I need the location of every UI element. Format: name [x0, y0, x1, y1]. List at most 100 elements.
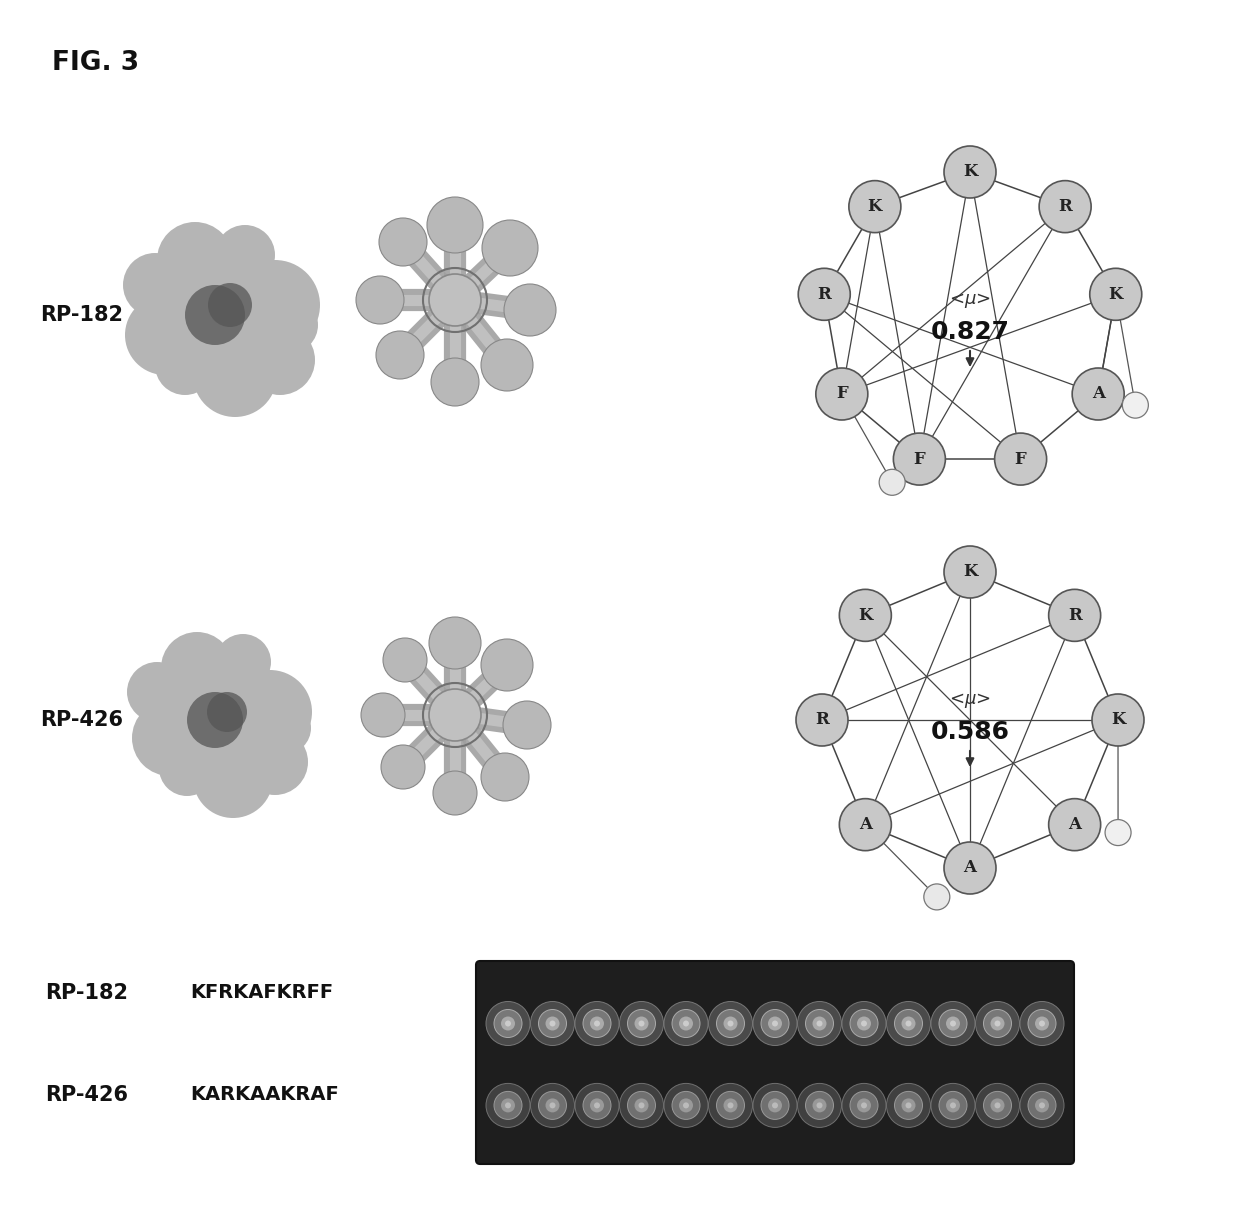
- Circle shape: [799, 268, 851, 320]
- Circle shape: [723, 1017, 738, 1030]
- Circle shape: [939, 1091, 967, 1120]
- Text: F: F: [1014, 451, 1027, 468]
- Circle shape: [505, 1020, 511, 1027]
- Circle shape: [427, 197, 484, 254]
- Circle shape: [849, 1091, 878, 1120]
- Circle shape: [893, 434, 945, 485]
- Circle shape: [503, 701, 551, 748]
- Circle shape: [1021, 1002, 1064, 1045]
- Circle shape: [994, 434, 1047, 485]
- Text: RP-426: RP-426: [45, 1085, 128, 1105]
- Circle shape: [931, 1002, 975, 1045]
- Circle shape: [672, 1091, 701, 1120]
- Circle shape: [672, 1009, 701, 1038]
- Circle shape: [842, 1002, 887, 1045]
- Circle shape: [538, 1009, 567, 1038]
- Circle shape: [728, 1020, 734, 1027]
- Circle shape: [887, 1083, 930, 1127]
- Circle shape: [590, 1017, 604, 1030]
- Circle shape: [193, 737, 273, 818]
- Circle shape: [839, 589, 892, 642]
- Circle shape: [728, 1102, 734, 1109]
- Circle shape: [531, 1002, 574, 1045]
- Circle shape: [1049, 589, 1101, 642]
- Text: A: A: [859, 816, 872, 833]
- Circle shape: [849, 1009, 878, 1038]
- Circle shape: [879, 469, 905, 495]
- Circle shape: [594, 1102, 600, 1109]
- Circle shape: [627, 1091, 656, 1120]
- Circle shape: [849, 180, 901, 233]
- Circle shape: [753, 1083, 797, 1127]
- Text: FIG. 3: FIG. 3: [52, 50, 139, 76]
- Circle shape: [538, 1091, 567, 1120]
- Circle shape: [1028, 1009, 1056, 1038]
- Circle shape: [187, 692, 243, 748]
- Circle shape: [1039, 1102, 1045, 1109]
- Text: <$\mu$>: <$\mu$>: [949, 290, 991, 310]
- Circle shape: [812, 1099, 827, 1112]
- Circle shape: [635, 1017, 649, 1030]
- Circle shape: [505, 1102, 511, 1109]
- Circle shape: [546, 1099, 559, 1112]
- Text: K: K: [868, 198, 882, 216]
- Circle shape: [991, 1017, 1004, 1030]
- Circle shape: [1035, 1099, 1049, 1112]
- Circle shape: [123, 254, 187, 317]
- Circle shape: [627, 1009, 656, 1038]
- Circle shape: [242, 729, 308, 795]
- Text: F: F: [914, 451, 925, 468]
- Circle shape: [894, 1009, 923, 1038]
- Circle shape: [1073, 368, 1125, 420]
- Circle shape: [894, 1091, 923, 1120]
- Circle shape: [215, 225, 275, 285]
- Circle shape: [162, 668, 267, 772]
- Text: KFRKAFKRFF: KFRKAFKRFF: [190, 984, 334, 1002]
- Circle shape: [723, 1099, 738, 1112]
- Circle shape: [708, 1002, 753, 1045]
- Circle shape: [816, 1102, 822, 1109]
- Text: 0.827: 0.827: [930, 320, 1009, 344]
- Circle shape: [531, 1083, 574, 1127]
- Circle shape: [361, 693, 405, 737]
- Circle shape: [1021, 1083, 1064, 1127]
- Circle shape: [501, 1017, 515, 1030]
- FancyBboxPatch shape: [476, 960, 1074, 1164]
- Circle shape: [429, 617, 481, 669]
- Circle shape: [503, 284, 556, 336]
- Text: R: R: [1068, 606, 1081, 624]
- Circle shape: [1035, 1017, 1049, 1030]
- Circle shape: [994, 1102, 1001, 1109]
- Circle shape: [944, 146, 996, 198]
- Text: K: K: [858, 606, 873, 624]
- Circle shape: [381, 745, 425, 789]
- Circle shape: [717, 1009, 744, 1038]
- Circle shape: [683, 1020, 689, 1027]
- Circle shape: [939, 1009, 967, 1038]
- Circle shape: [796, 695, 848, 746]
- Text: F: F: [836, 386, 848, 403]
- Circle shape: [861, 1020, 867, 1027]
- Circle shape: [583, 1091, 611, 1120]
- Circle shape: [494, 1091, 522, 1120]
- Circle shape: [797, 1083, 842, 1127]
- Circle shape: [905, 1102, 911, 1109]
- Text: A: A: [1091, 386, 1105, 403]
- Circle shape: [773, 1020, 777, 1027]
- Text: RP-182: RP-182: [45, 982, 128, 1003]
- Circle shape: [983, 1009, 1012, 1038]
- Circle shape: [429, 274, 481, 326]
- Circle shape: [639, 1102, 645, 1109]
- Circle shape: [160, 260, 270, 370]
- Circle shape: [185, 285, 246, 345]
- Text: RP-426: RP-426: [40, 710, 123, 730]
- Circle shape: [157, 222, 233, 298]
- Circle shape: [549, 1102, 556, 1109]
- Text: R: R: [1058, 198, 1073, 216]
- Circle shape: [159, 740, 215, 796]
- Circle shape: [383, 638, 427, 682]
- Circle shape: [768, 1017, 782, 1030]
- Circle shape: [635, 1099, 649, 1112]
- Circle shape: [486, 1002, 529, 1045]
- Text: K: K: [1109, 285, 1123, 303]
